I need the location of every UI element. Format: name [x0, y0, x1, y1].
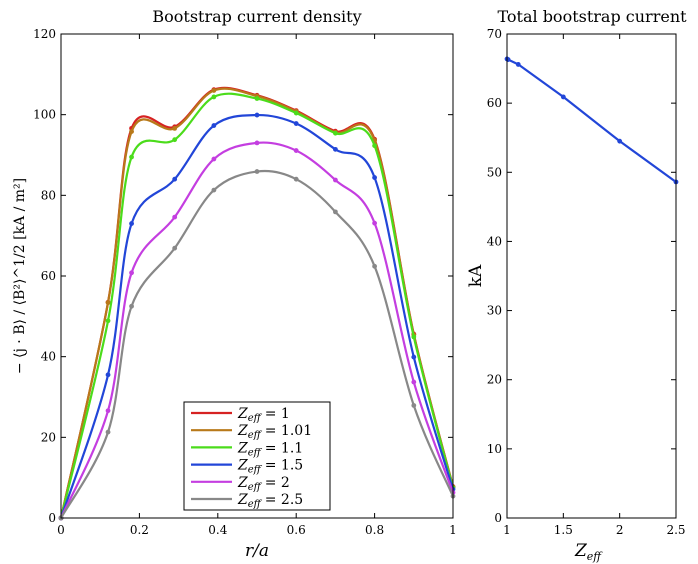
- x-tick-label: 0.2: [130, 523, 149, 537]
- legend-entry: Zeff = 2.5: [237, 492, 303, 510]
- series-group: [504, 56, 679, 185]
- data-point: [254, 140, 260, 146]
- legend-entry: Zeff = 1.1: [237, 440, 303, 458]
- data-point: [105, 372, 111, 378]
- chart-title: Bootstrap current density: [152, 7, 361, 26]
- data-point: [254, 112, 260, 118]
- data-point: [617, 138, 623, 144]
- data-point: [293, 176, 299, 182]
- x-axis-label: r/a: [245, 541, 269, 561]
- y-axis-ticks: 0 10 20 30 40 50 60 70: [487, 27, 676, 525]
- data-point: [293, 148, 299, 153]
- data-point: [254, 169, 260, 174]
- chart-bootstrap-density: Bootstrap current density 0 20 40 60 80 100 12…: [12, 7, 457, 561]
- x-tick-label: 1: [503, 523, 511, 537]
- data-point: [211, 88, 217, 93]
- y-tick-label: 50: [487, 165, 502, 179]
- data-point: [105, 408, 111, 414]
- data-point: [505, 57, 511, 62]
- series-line: [506, 57, 677, 183]
- chart-total-bootstrap: Total bootstrap current 010203040506070 …: [466, 7, 687, 563]
- data-point: [411, 379, 417, 385]
- data-point: [211, 94, 217, 100]
- y-axis-ticks: 0 20 40 60 80 100 120: [33, 27, 453, 525]
- legend-entry: Zeff = 1.01: [237, 423, 312, 441]
- plot-area-border: [506, 33, 677, 519]
- data-point: [411, 354, 417, 360]
- data-point: [411, 403, 417, 408]
- data-point: [515, 62, 521, 67]
- y-tick-label: 120: [33, 27, 56, 41]
- data-point: [129, 154, 134, 160]
- y-axis-label: kA: [466, 264, 486, 287]
- x-axis-ticks: 1 1.5 2 2.5: [503, 34, 686, 537]
- x-tick-label: 2.5: [666, 523, 685, 537]
- data-point: [254, 96, 260, 101]
- data-point: [129, 221, 134, 226]
- x-tick-label: 1: [449, 523, 457, 537]
- data-point: [129, 303, 134, 309]
- x-axis-label: Zeff: [574, 541, 603, 563]
- plot-area-border: [60, 33, 454, 519]
- data-point: [129, 129, 134, 135]
- legend-entry: Zeff = 1: [237, 406, 290, 424]
- data-point: [105, 429, 111, 435]
- data-point: [333, 209, 338, 215]
- y-tick-label: 20: [487, 373, 502, 387]
- legend-box: [183, 401, 331, 511]
- data-point: [333, 177, 338, 183]
- y-tick-label: 20: [41, 430, 56, 444]
- legend-entry: Zeff = 1.5: [237, 458, 303, 476]
- x-axis-ticks: 0 0.2 0.4 0.6 0.8 1: [57, 34, 457, 537]
- y-tick-label: 100: [33, 108, 56, 122]
- data-point: [211, 187, 217, 193]
- x-tick-label: 0: [57, 523, 65, 537]
- data-point: [105, 318, 111, 324]
- data-point: [172, 176, 178, 182]
- data-point: [372, 175, 377, 180]
- data-point: [372, 220, 377, 226]
- x-tick-label: 0.8: [365, 523, 384, 537]
- data-point: [105, 300, 111, 306]
- y-tick-label: 0: [48, 511, 56, 525]
- y-tick-label: 30: [487, 304, 502, 318]
- x-tick-label: 0.4: [208, 523, 227, 537]
- data-point: [293, 121, 299, 126]
- x-tick-label: 2: [616, 523, 624, 537]
- data-point: [211, 123, 217, 128]
- data-point: [372, 143, 377, 149]
- data-point: [172, 245, 178, 251]
- legend-entry: Zeff = 2: [237, 475, 290, 493]
- data-point: [172, 125, 178, 131]
- data-point: [560, 94, 566, 100]
- data-point: [333, 130, 338, 136]
- data-point: [211, 156, 217, 162]
- y-tick-label: 60: [41, 269, 56, 283]
- data-point: [172, 137, 178, 143]
- data-point: [293, 110, 299, 116]
- y-tick-label: 70: [487, 27, 502, 41]
- series-5: [58, 169, 456, 521]
- y-tick-label: 40: [41, 350, 56, 364]
- y-tick-label: 60: [487, 96, 502, 110]
- data-point: [172, 214, 178, 220]
- y-tick-label: 0: [494, 511, 502, 525]
- data-point: [333, 146, 338, 152]
- x-tick-label: 0.6: [287, 523, 306, 537]
- y-tick-label: 10: [487, 442, 502, 456]
- chart-title: Total bootstrap current: [497, 7, 687, 26]
- data-point: [129, 270, 134, 276]
- data-point: [372, 263, 377, 269]
- x-tick-label: 1.5: [554, 523, 573, 537]
- y-tick-label: 40: [487, 234, 502, 248]
- series-0: [504, 56, 679, 185]
- y-axis-label: − ⟨j · B⟩ / ⟨B²⟩^1/2 [kA / m²]: [12, 178, 28, 374]
- series-group: [58, 86, 456, 521]
- y-tick-label: 80: [41, 188, 56, 202]
- data-point: [411, 334, 417, 340]
